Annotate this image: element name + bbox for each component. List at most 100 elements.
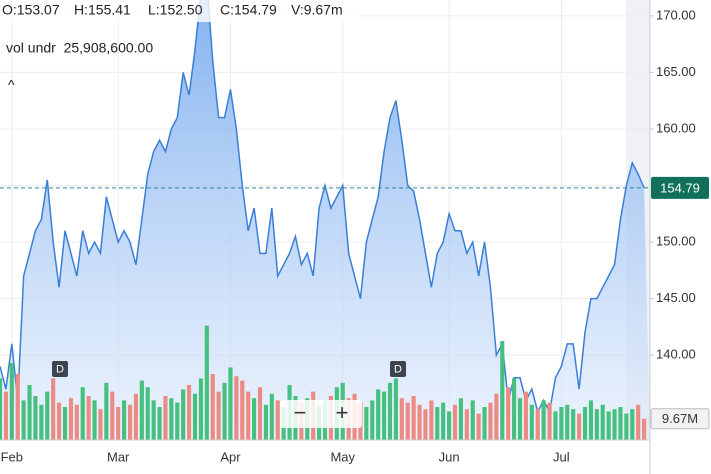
volume-bar <box>630 409 635 440</box>
volume-bar <box>169 398 174 440</box>
volume-bar <box>476 413 481 440</box>
volume-bar <box>192 393 198 440</box>
volume-bar <box>198 378 203 440</box>
volume-bar <box>127 404 133 440</box>
price-line <box>0 0 645 415</box>
volume-bar <box>405 402 410 440</box>
zoom-in-icon: + <box>336 400 349 425</box>
volume-under: vol undr 25,908,600.00 <box>6 40 153 56</box>
volume-bar <box>175 402 180 440</box>
volume-bar <box>553 411 558 440</box>
volume-bar <box>163 396 168 440</box>
last-price-tag <box>651 176 709 199</box>
header-bg <box>0 0 360 22</box>
volume-bar <box>27 385 32 440</box>
volume-bar <box>151 400 156 440</box>
volume-tag <box>650 408 710 430</box>
volume-bar <box>588 400 593 440</box>
x-tick-label: Apr <box>220 449 241 464</box>
volume-bar <box>600 404 605 440</box>
volume-bar <box>133 393 138 440</box>
volume-bar <box>57 402 62 440</box>
zoom-out-button[interactable]: − <box>294 400 307 425</box>
volume-bar <box>423 409 428 440</box>
volume-bar <box>39 404 44 440</box>
volume-bar <box>246 391 251 440</box>
volume-bar <box>523 391 528 440</box>
open: O:153.07 <box>2 2 60 18</box>
volume-bar <box>399 398 404 440</box>
x-tick-label: May <box>330 449 355 464</box>
volume-bar <box>494 393 499 440</box>
volume-bar <box>636 404 641 440</box>
volume-bar <box>104 382 109 440</box>
volume-bar <box>482 407 487 440</box>
volume-bar <box>187 385 192 440</box>
volume-bar <box>594 409 599 440</box>
x-tick-label: Mar <box>107 449 130 464</box>
zoom-panel <box>280 400 362 428</box>
volume-bar <box>92 400 97 440</box>
volume-bar <box>98 409 103 440</box>
marker[interactable]: D <box>52 361 68 377</box>
volume-bar <box>447 411 452 440</box>
x-tick-label: Jul <box>553 449 570 464</box>
volume-bar <box>429 400 434 440</box>
volume-bar <box>382 391 387 440</box>
volume-bar <box>222 382 227 440</box>
volume-bar <box>116 407 121 440</box>
volume-bar <box>216 391 221 440</box>
volume-bar <box>3 391 8 440</box>
marker[interactable]: D <box>390 361 406 377</box>
volume-bar <box>15 374 20 440</box>
volume-bar <box>228 367 233 440</box>
volume-bar <box>512 378 517 440</box>
volume-bar <box>257 387 263 440</box>
volume-bar <box>204 325 209 440</box>
volume-bar <box>234 376 239 440</box>
volume-bar <box>21 400 26 440</box>
volume-label: 9.67M <box>662 411 698 426</box>
ohlc-row: O:153.07 H:155.41 L:152.50 C:154.79 V:9.… <box>2 2 343 18</box>
zoom-in-button[interactable]: + <box>336 400 349 425</box>
volume: V:9.67m <box>291 2 343 18</box>
price-area <box>0 0 650 440</box>
volume-bar <box>411 396 416 440</box>
volume-bar <box>612 409 617 440</box>
volume-bar <box>0 378 3 440</box>
volume-bar <box>435 407 440 440</box>
volume-bar <box>517 398 523 440</box>
marker-box <box>390 361 406 377</box>
volume-bar <box>535 409 540 440</box>
volume-bar <box>441 402 446 440</box>
volume-bar <box>529 404 534 440</box>
volume-bar <box>86 396 91 440</box>
volume-bar <box>606 411 611 440</box>
volume-bar <box>464 409 469 440</box>
x-tick-label: Feb <box>1 449 23 464</box>
x-tick-label: Jun <box>439 449 460 464</box>
volume-bar <box>370 400 375 440</box>
low: L:152.50 <box>148 2 203 18</box>
volume-bar <box>68 398 73 440</box>
y-tick-label: 165.00 <box>656 64 696 79</box>
volume-bar <box>624 413 629 440</box>
collapse-icon[interactable]: ^ <box>8 77 15 93</box>
marker-label: D <box>56 363 64 375</box>
volume-bar <box>210 374 215 440</box>
volume-bar <box>417 404 422 440</box>
volume-bar <box>240 380 245 440</box>
volume-bar <box>157 407 162 440</box>
volume-bar <box>559 407 564 440</box>
volume-bar <box>642 418 647 440</box>
volume-bar <box>51 378 56 440</box>
volume-bar <box>577 413 582 440</box>
high: H:155.41 <box>74 2 131 18</box>
volume-bar <box>269 393 274 440</box>
volume-bar <box>452 404 458 440</box>
volume-bar <box>33 396 38 440</box>
marker-box <box>52 361 68 377</box>
volume-bar <box>547 402 552 440</box>
volume-bar <box>364 407 369 440</box>
